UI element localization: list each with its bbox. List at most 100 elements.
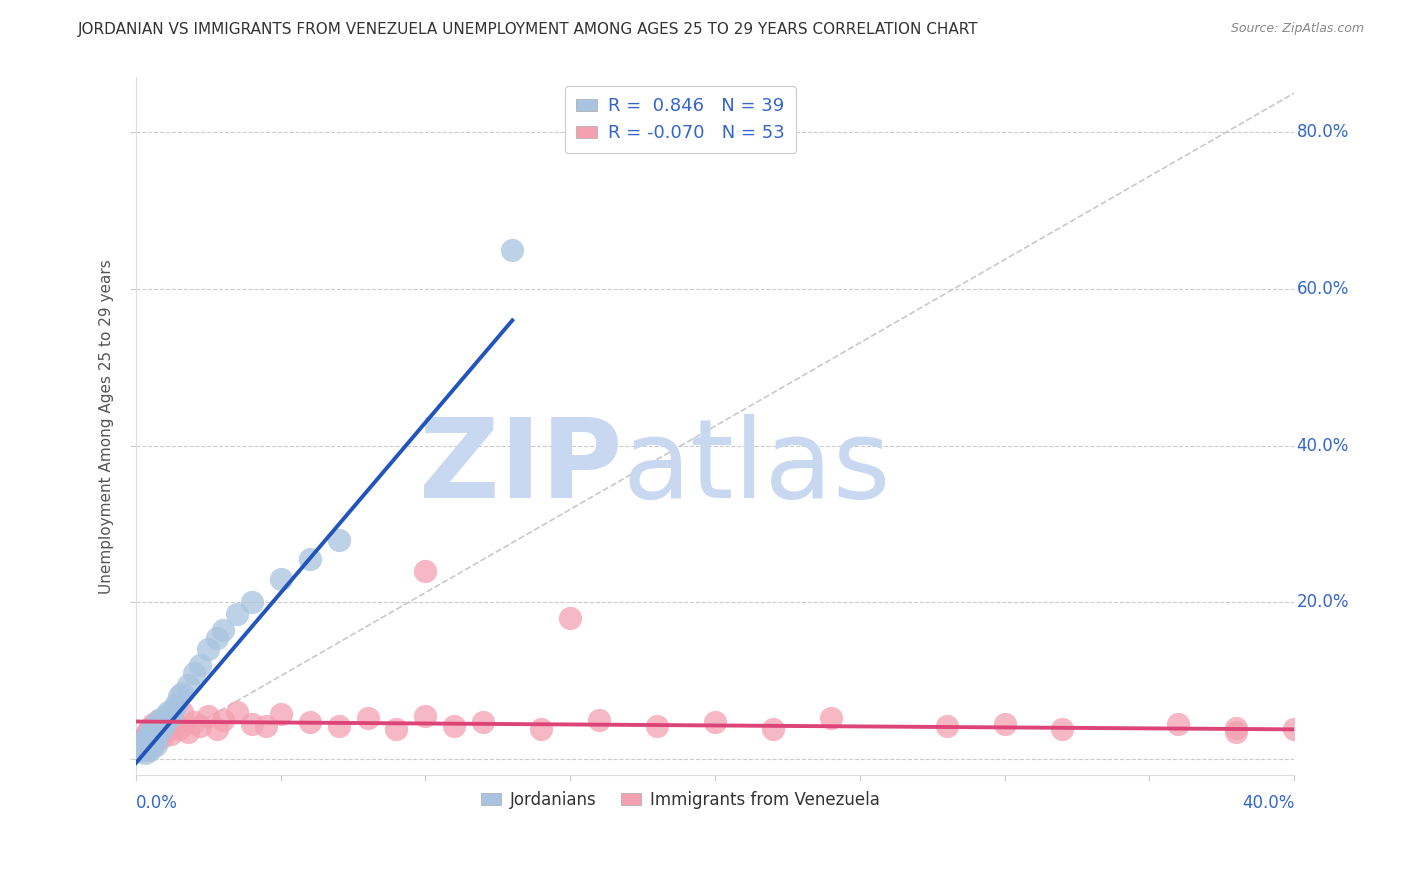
Point <box>150 730 173 744</box>
Point <box>588 713 610 727</box>
Text: 20.0%: 20.0% <box>1296 593 1348 611</box>
Point <box>156 709 179 723</box>
Point <box>172 705 194 719</box>
Point <box>145 717 167 731</box>
Point <box>136 738 159 752</box>
Point <box>153 709 176 723</box>
Point <box>145 729 167 743</box>
Point <box>142 721 165 735</box>
Point <box>139 743 162 757</box>
Point <box>134 738 156 752</box>
Point <box>935 719 957 733</box>
Point <box>240 595 263 609</box>
Point <box>169 723 191 737</box>
Text: 80.0%: 80.0% <box>1296 123 1348 141</box>
Point <box>145 732 167 747</box>
Point <box>139 736 162 750</box>
Point <box>1225 721 1247 735</box>
Point <box>150 721 173 735</box>
Point <box>136 724 159 739</box>
Point <box>153 719 176 733</box>
Point <box>530 723 553 737</box>
Point <box>177 678 200 692</box>
Point <box>136 729 159 743</box>
Point <box>142 717 165 731</box>
Point <box>1167 717 1189 731</box>
Point <box>1225 724 1247 739</box>
Point <box>501 243 523 257</box>
Point <box>254 719 277 733</box>
Point <box>645 719 668 733</box>
Point <box>211 623 233 637</box>
Point <box>134 743 156 757</box>
Point <box>762 723 785 737</box>
Point <box>226 705 249 719</box>
Point <box>162 701 184 715</box>
Point <box>148 724 170 739</box>
Point <box>1282 723 1305 737</box>
Point <box>131 732 153 747</box>
Point <box>156 705 179 719</box>
Point <box>298 552 321 566</box>
Point <box>136 743 159 757</box>
Point <box>169 690 191 704</box>
Point <box>145 738 167 752</box>
Point <box>270 706 292 721</box>
Text: 40.0%: 40.0% <box>1296 437 1348 455</box>
Point <box>165 698 187 712</box>
Point <box>134 732 156 747</box>
Point <box>188 719 211 733</box>
Point <box>226 607 249 622</box>
Point <box>993 717 1015 731</box>
Point <box>385 723 408 737</box>
Point <box>211 713 233 727</box>
Point <box>159 709 181 723</box>
Point <box>162 714 184 729</box>
Legend: Jordanians, Immigrants from Venezuela: Jordanians, Immigrants from Venezuela <box>474 784 886 815</box>
Text: atlas: atlas <box>623 415 891 522</box>
Point <box>142 738 165 752</box>
Point <box>197 709 219 723</box>
Text: ZIP: ZIP <box>419 415 623 522</box>
Point <box>205 723 228 737</box>
Text: 60.0%: 60.0% <box>1296 280 1348 298</box>
Point <box>328 533 350 547</box>
Point <box>172 685 194 699</box>
Point <box>183 714 205 729</box>
Point <box>128 736 150 750</box>
Point <box>415 564 437 578</box>
Point <box>177 724 200 739</box>
Point <box>139 735 162 749</box>
Point <box>415 709 437 723</box>
Point <box>139 721 162 735</box>
Point <box>197 642 219 657</box>
Point <box>328 719 350 733</box>
Text: JORDANIAN VS IMMIGRANTS FROM VENEZUELA UNEMPLOYMENT AMONG AGES 25 TO 29 YEARS CO: JORDANIAN VS IMMIGRANTS FROM VENEZUELA U… <box>77 22 979 37</box>
Point <box>139 724 162 739</box>
Point <box>188 658 211 673</box>
Point <box>356 711 378 725</box>
Point <box>142 732 165 747</box>
Point <box>153 717 176 731</box>
Point <box>159 727 181 741</box>
Point <box>148 713 170 727</box>
Text: 0.0%: 0.0% <box>136 795 177 813</box>
Point <box>205 631 228 645</box>
Point <box>128 744 150 758</box>
Point <box>240 717 263 731</box>
Point <box>131 740 153 755</box>
Text: Source: ZipAtlas.com: Source: ZipAtlas.com <box>1230 22 1364 36</box>
Point <box>704 714 727 729</box>
Point <box>443 719 465 733</box>
Point <box>131 740 153 755</box>
Point <box>270 572 292 586</box>
Point <box>472 714 495 729</box>
Point <box>134 729 156 743</box>
Point <box>820 711 842 725</box>
Point <box>148 713 170 727</box>
Point <box>560 611 582 625</box>
Point <box>183 665 205 680</box>
Point <box>131 736 153 750</box>
Text: 40.0%: 40.0% <box>1241 795 1294 813</box>
Y-axis label: Unemployment Among Ages 25 to 29 years: Unemployment Among Ages 25 to 29 years <box>100 259 114 593</box>
